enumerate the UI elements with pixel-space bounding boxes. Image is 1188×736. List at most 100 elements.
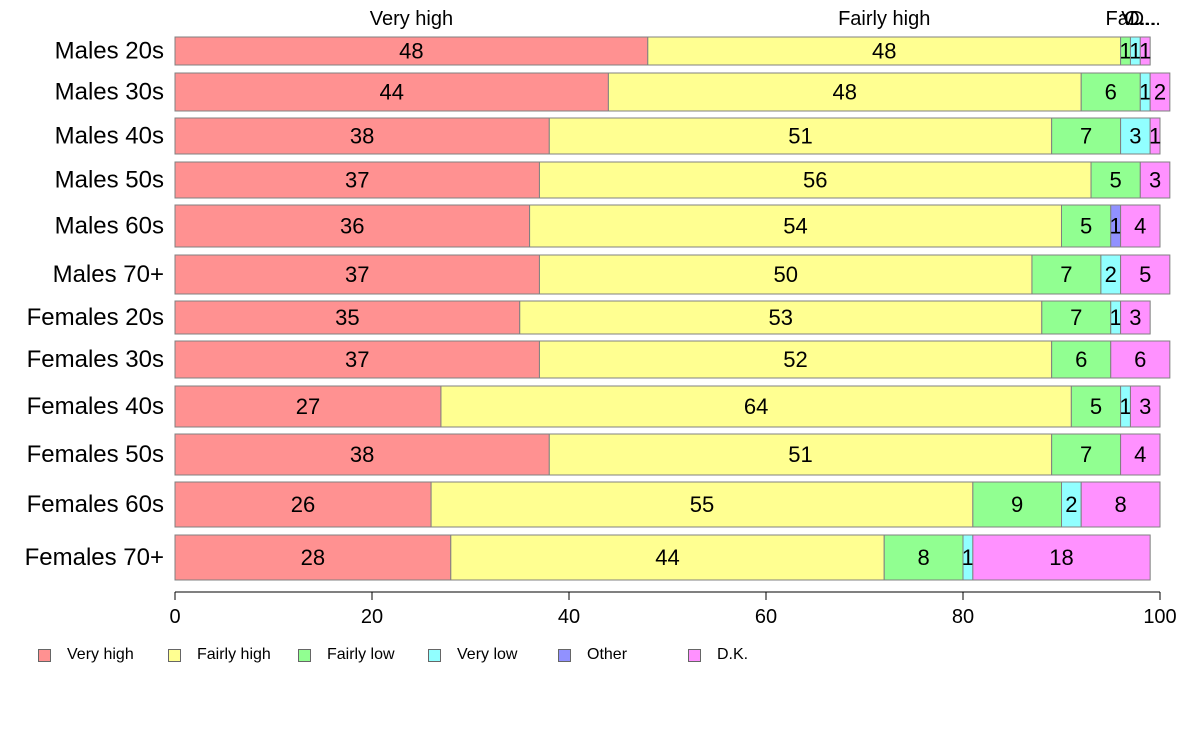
data-label: 3 (1129, 124, 1141, 149)
data-label: 5 (1139, 262, 1151, 287)
category-label: Females 30s (27, 346, 164, 373)
bar-segment (538, 340, 1053, 379)
top-segment-label: Fa... (1106, 8, 1146, 30)
data-label: 48 (833, 80, 857, 105)
data-label: 64 (744, 394, 768, 419)
bar-segment (538, 161, 1092, 199)
data-label: 1 (1119, 39, 1131, 64)
bar-segment (174, 385, 442, 428)
data-label: 6 (1134, 347, 1146, 372)
legend-label-very-high: Very high (67, 646, 134, 663)
bar-segment (174, 534, 452, 581)
data-label: 51 (788, 442, 812, 467)
bar-segment (1120, 433, 1161, 476)
legend-item-dk: D.K. (688, 646, 748, 664)
legend-item-fairly-high: Fairly high (168, 646, 271, 664)
data-label: 8 (1114, 492, 1126, 517)
top-segment-label: V... (1121, 8, 1149, 30)
x-tick-label: 40 (558, 606, 580, 628)
category-label: Females 40s (27, 393, 164, 420)
bar-segment (174, 161, 540, 199)
category-label: Males 40s (55, 123, 164, 150)
data-label: 38 (350, 442, 374, 467)
bar-segment (1061, 204, 1112, 248)
data-label: 37 (345, 168, 369, 193)
data-label: 2 (1065, 492, 1077, 517)
data-label: 9 (1011, 492, 1023, 517)
data-label: 3 (1149, 168, 1161, 193)
data-label: 7 (1060, 262, 1072, 287)
data-label: 38 (350, 124, 374, 149)
legend-item-fairly-low: Fairly low (298, 646, 395, 664)
category-label: Males 30s (55, 79, 164, 106)
bar-segment (538, 254, 1033, 295)
category-label: Females 60s (27, 491, 164, 518)
bar-segment (972, 534, 1151, 581)
bar-segment (174, 340, 540, 379)
data-label: 5 (1110, 168, 1122, 193)
bar-segment (647, 36, 1122, 66)
bar-segment (430, 481, 974, 528)
bar-segment (1149, 72, 1171, 112)
legend-label-fairly-high: Fairly high (197, 646, 271, 663)
legend-swatch-dk (688, 648, 701, 662)
bar-segment (529, 204, 1062, 248)
data-label: 2 (1105, 262, 1117, 287)
legend-item-very-low: Very low (428, 646, 517, 664)
data-label: 53 (769, 305, 793, 330)
bar-segment (1080, 481, 1161, 528)
bar-segment (174, 36, 649, 66)
data-label: 1 (1110, 214, 1122, 239)
data-label: 50 (773, 262, 797, 287)
bar-segment (1080, 72, 1141, 112)
legend-swatch-very-high (38, 648, 51, 662)
data-label: 6 (1075, 347, 1087, 372)
bar-segment (519, 300, 1043, 335)
x-tick-label: 80 (952, 606, 974, 628)
category-label: Females 20s (27, 304, 164, 331)
data-label: 37 (345, 262, 369, 287)
category-label: Males 20s (55, 38, 164, 65)
bar-segment (1031, 254, 1102, 295)
data-label: 2 (1154, 80, 1166, 105)
bar-segment (1139, 36, 1151, 66)
x-tick-label: 60 (755, 606, 777, 628)
data-label: 1 (1149, 124, 1161, 149)
data-label: 48 (399, 39, 423, 64)
bar-segment (440, 385, 1072, 428)
data-label: 35 (335, 305, 359, 330)
category-label: Males 60s (55, 213, 164, 240)
data-label: 8 (917, 545, 929, 570)
legend-item-other: Other (558, 646, 627, 664)
top-segment-label: Fairly high (838, 8, 930, 30)
legend-label-fairly-low: Fairly low (327, 646, 395, 663)
bar-segment (1090, 161, 1141, 199)
x-tick-label: 100 (1143, 606, 1176, 628)
data-label: 52 (783, 347, 807, 372)
data-label: 55 (690, 492, 714, 517)
bar-segment (1120, 254, 1171, 295)
data-label: 26 (291, 492, 315, 517)
bar-segment (548, 433, 1053, 476)
bar-segment (1120, 117, 1151, 155)
legend-label-dk: D.K. (717, 646, 749, 663)
bar-segment (1120, 300, 1151, 335)
category-label: Males 70+ (53, 261, 164, 288)
bar-segment (174, 72, 609, 112)
legend-swatch-fairly-high (168, 648, 181, 662)
data-label: 27 (296, 394, 320, 419)
category-label: Males 50s (55, 167, 164, 194)
bar-segment (883, 534, 964, 581)
data-label: 6 (1105, 80, 1117, 105)
data-label: 1 (1129, 39, 1141, 64)
bar-segment (1149, 117, 1161, 155)
bar-segment (1139, 161, 1171, 199)
data-label: 48 (872, 39, 896, 64)
legend-swatch-very-low (428, 648, 441, 662)
data-label: 37 (345, 347, 369, 372)
data-label: 54 (783, 214, 807, 239)
data-label: 7 (1070, 305, 1082, 330)
data-label: 3 (1129, 305, 1141, 330)
data-label: 7 (1080, 124, 1092, 149)
bar-segment (174, 300, 521, 335)
